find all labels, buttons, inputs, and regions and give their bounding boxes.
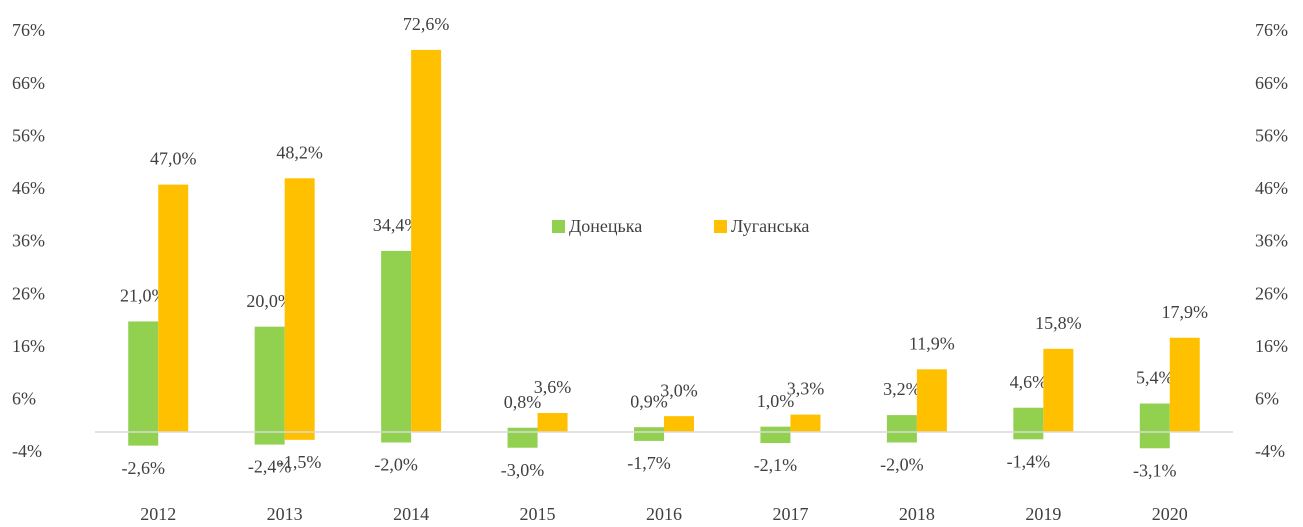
data-label: 5,4% — [1136, 368, 1174, 388]
data-label: -1,5% — [278, 452, 322, 472]
y-tick-label: -4% — [12, 441, 42, 461]
y-tick-label: 6% — [12, 389, 36, 409]
bar — [634, 427, 664, 432]
data-label: 72,6% — [403, 14, 450, 34]
bar-negative — [1013, 431, 1044, 440]
y2-tick-label: 66% — [1255, 73, 1288, 93]
data-label: -1,7% — [627, 453, 671, 473]
bar — [284, 178, 315, 432]
data-label: -2,0% — [880, 455, 924, 475]
bar — [790, 414, 821, 432]
data-label: -3,0% — [501, 460, 545, 480]
bar — [760, 426, 791, 432]
data-label: 21,0% — [120, 286, 167, 306]
bar — [537, 413, 568, 432]
legend-label: Луганська — [731, 216, 809, 236]
data-label: 3,0% — [660, 380, 698, 400]
bar — [1013, 407, 1044, 432]
data-label: -1,4% — [1007, 451, 1051, 471]
bar — [1139, 403, 1170, 432]
bar-negative — [381, 431, 412, 443]
y-tick-label: 76% — [12, 20, 45, 40]
legend-swatch — [552, 220, 565, 233]
data-label: -2,0% — [374, 455, 418, 475]
bar-negative — [760, 431, 791, 444]
bar-negative — [886, 431, 917, 443]
y2-tick-label: 26% — [1255, 283, 1288, 303]
bar-negative — [128, 431, 159, 446]
data-label: 0,9% — [630, 391, 668, 411]
y-tick-label: 66% — [12, 73, 45, 93]
bar — [254, 326, 285, 432]
x-tick-label: 2013 — [267, 504, 303, 524]
y-tick-label: 46% — [12, 178, 45, 198]
y2-tick-label: -4% — [1255, 441, 1285, 461]
data-label: 15,8% — [1035, 313, 1082, 333]
data-label: 20,0% — [246, 291, 293, 311]
data-label: 4,6% — [1010, 372, 1048, 392]
data-label: 11,9% — [909, 333, 955, 353]
bar — [158, 184, 189, 432]
x-tick-label: 2017 — [772, 504, 808, 524]
y2-tick-label: 36% — [1255, 231, 1288, 251]
y-tick-label: 36% — [12, 231, 45, 251]
bar — [128, 321, 159, 432]
x-tick-label: 2016 — [646, 504, 682, 524]
bar — [916, 369, 947, 432]
bar — [381, 250, 412, 432]
legend-label: Донецька — [569, 216, 642, 236]
y-tick-label: 26% — [12, 283, 45, 303]
data-label: -3,1% — [1133, 460, 1177, 480]
y-tick-label: 56% — [12, 125, 45, 145]
data-label: 47,0% — [150, 149, 197, 169]
bar-negative — [254, 431, 285, 445]
data-label: 0,8% — [504, 392, 542, 412]
bar-negative — [1139, 431, 1170, 449]
x-tick-label: 2015 — [520, 504, 556, 524]
bar — [1043, 348, 1074, 432]
bar — [664, 416, 694, 432]
legend-swatch — [714, 220, 727, 233]
x-tick-label: 2020 — [1152, 504, 1188, 524]
bar — [886, 415, 917, 432]
y2-tick-label: 56% — [1255, 125, 1288, 145]
y2-tick-label: 6% — [1255, 389, 1279, 409]
bar — [1169, 337, 1200, 432]
bar-negative — [634, 431, 664, 441]
y2-tick-label: 46% — [1255, 178, 1288, 198]
x-tick-label: 2014 — [393, 504, 429, 524]
data-label: 3,3% — [787, 379, 825, 399]
data-label: 3,2% — [883, 379, 921, 399]
data-label: -2,1% — [754, 455, 798, 475]
x-tick-label: 2012 — [140, 504, 176, 524]
data-label: 48,2% — [276, 142, 323, 162]
data-label: 1,0% — [757, 391, 795, 411]
bar — [507, 427, 538, 432]
data-label: 3,6% — [534, 377, 572, 397]
x-tick-label: 2018 — [899, 504, 935, 524]
y2-tick-label: 76% — [1255, 20, 1288, 40]
bar — [411, 49, 442, 432]
data-label: -2,6% — [121, 458, 165, 478]
data-label: 17,9% — [1162, 302, 1209, 322]
y-tick-label: 16% — [12, 336, 45, 356]
y2-tick-label: 16% — [1255, 336, 1288, 356]
bar-negative — [507, 431, 538, 448]
bar-negative — [284, 431, 315, 440]
data-label: -2,4% — [248, 457, 292, 477]
x-tick-label: 2019 — [1025, 504, 1061, 524]
data-label: 34,4% — [373, 215, 420, 235]
